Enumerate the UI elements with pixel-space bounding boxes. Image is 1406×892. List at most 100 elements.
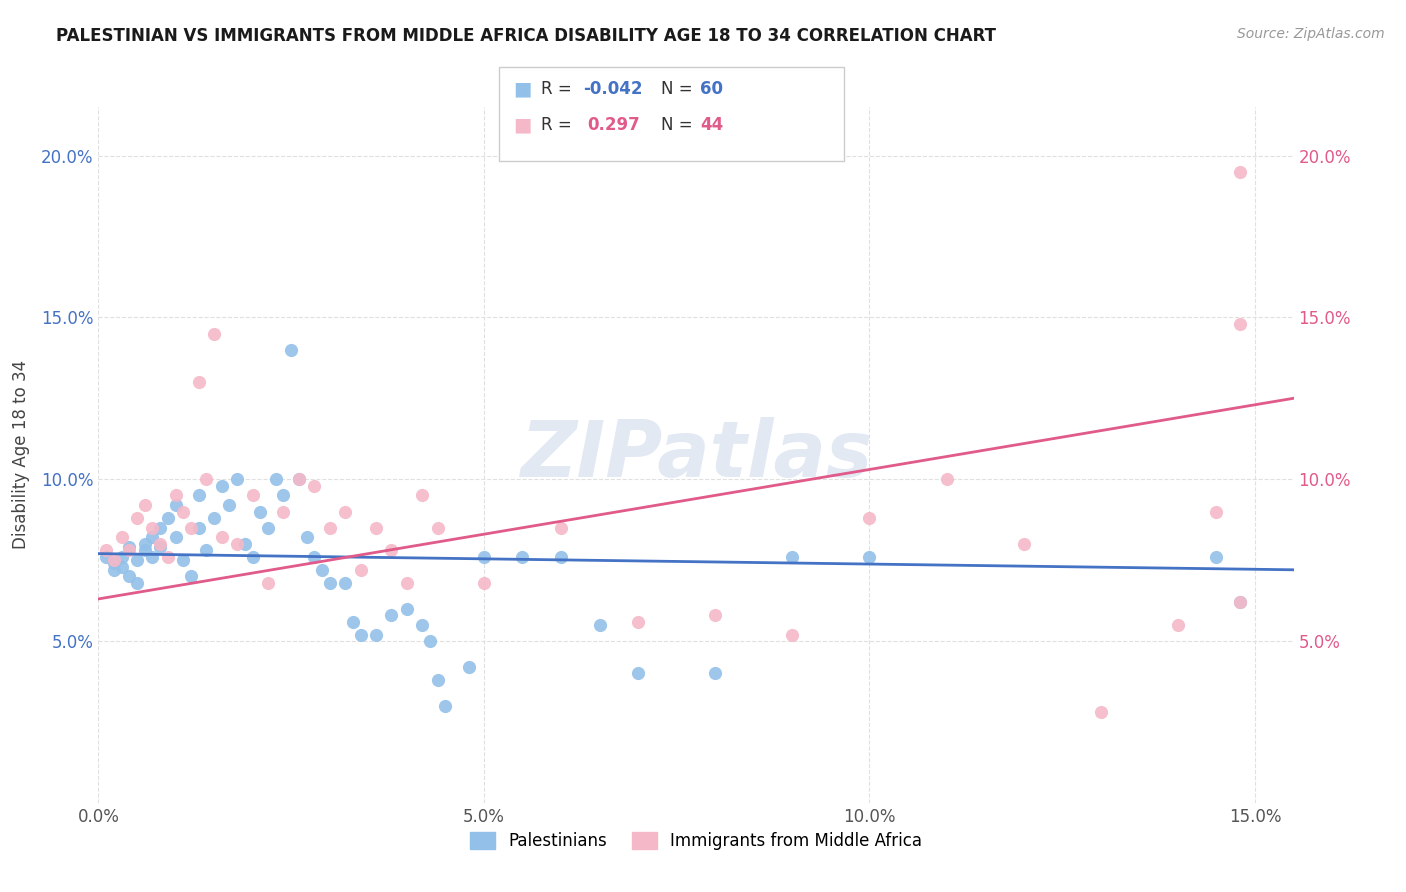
Point bbox=[125, 553, 148, 567]
Point bbox=[704, 666, 727, 681]
Text: 60: 60 bbox=[700, 80, 723, 98]
Point bbox=[588, 617, 610, 632]
Point bbox=[110, 559, 132, 574]
Text: R =: R = bbox=[541, 116, 578, 134]
Point bbox=[364, 521, 387, 535]
Point bbox=[380, 543, 402, 558]
Point bbox=[1229, 595, 1251, 609]
Point bbox=[156, 511, 179, 525]
Point bbox=[1229, 165, 1251, 179]
Point bbox=[125, 511, 148, 525]
Point bbox=[1012, 537, 1035, 551]
Point bbox=[103, 553, 125, 567]
Point bbox=[319, 521, 342, 535]
Point bbox=[782, 549, 804, 564]
Point bbox=[704, 608, 727, 623]
Point bbox=[627, 615, 650, 629]
Point bbox=[380, 608, 402, 623]
Point bbox=[134, 537, 156, 551]
Point bbox=[364, 627, 387, 641]
Point bbox=[110, 531, 132, 545]
Point bbox=[319, 575, 342, 590]
Text: N =: N = bbox=[661, 80, 697, 98]
Point bbox=[434, 698, 457, 713]
Point bbox=[264, 472, 287, 486]
Point bbox=[125, 575, 148, 590]
Point bbox=[395, 575, 418, 590]
Point bbox=[110, 549, 132, 564]
Point bbox=[457, 660, 479, 674]
Point bbox=[304, 478, 326, 492]
Point bbox=[134, 543, 156, 558]
Point bbox=[288, 472, 311, 486]
Point bbox=[165, 498, 187, 512]
Point bbox=[149, 537, 172, 551]
Point bbox=[187, 488, 209, 502]
Point bbox=[280, 343, 302, 357]
Point bbox=[195, 543, 218, 558]
Point bbox=[342, 615, 364, 629]
Point bbox=[550, 549, 572, 564]
Point bbox=[935, 472, 957, 486]
Point bbox=[149, 521, 172, 535]
Point bbox=[472, 575, 495, 590]
Point bbox=[419, 634, 441, 648]
Point bbox=[202, 511, 225, 525]
Text: 44: 44 bbox=[700, 116, 724, 134]
Point bbox=[249, 504, 271, 518]
Point bbox=[411, 617, 433, 632]
Point bbox=[333, 504, 356, 518]
Point bbox=[411, 488, 433, 502]
Point bbox=[180, 521, 202, 535]
Point bbox=[211, 478, 233, 492]
Point bbox=[349, 627, 371, 641]
Point bbox=[512, 549, 534, 564]
Point bbox=[94, 543, 117, 558]
Point bbox=[1167, 617, 1189, 632]
Text: R =: R = bbox=[541, 80, 578, 98]
Point bbox=[782, 627, 804, 641]
Point bbox=[165, 531, 187, 545]
Point bbox=[118, 569, 141, 583]
Point bbox=[172, 553, 194, 567]
Point bbox=[472, 549, 495, 564]
Point bbox=[118, 540, 141, 554]
Point bbox=[288, 472, 311, 486]
Point bbox=[141, 531, 163, 545]
Point bbox=[1229, 317, 1251, 331]
Point bbox=[257, 521, 280, 535]
Point bbox=[1205, 549, 1227, 564]
Point bbox=[211, 531, 233, 545]
Y-axis label: Disability Age 18 to 34: Disability Age 18 to 34 bbox=[11, 360, 30, 549]
Point bbox=[233, 537, 256, 551]
Point bbox=[333, 575, 356, 590]
Point bbox=[273, 504, 295, 518]
Point bbox=[1090, 705, 1112, 719]
Point bbox=[349, 563, 371, 577]
Point bbox=[165, 488, 187, 502]
Text: -0.042: -0.042 bbox=[583, 80, 643, 98]
Point bbox=[627, 666, 650, 681]
Point bbox=[311, 563, 333, 577]
Point bbox=[1205, 504, 1227, 518]
Point bbox=[103, 557, 125, 571]
Point bbox=[218, 498, 240, 512]
Point bbox=[141, 549, 163, 564]
Point bbox=[242, 488, 264, 502]
Point bbox=[195, 472, 218, 486]
Point bbox=[858, 511, 880, 525]
Point bbox=[273, 488, 295, 502]
Point bbox=[118, 543, 141, 558]
Point bbox=[395, 601, 418, 615]
Point bbox=[226, 472, 249, 486]
Point bbox=[187, 375, 209, 389]
Point bbox=[187, 521, 209, 535]
Point bbox=[426, 673, 449, 687]
Point bbox=[426, 521, 449, 535]
Text: ■: ■ bbox=[513, 79, 531, 99]
Point bbox=[156, 549, 179, 564]
Text: ■: ■ bbox=[513, 115, 531, 135]
Point bbox=[1229, 595, 1251, 609]
Point bbox=[202, 326, 225, 341]
Point bbox=[180, 569, 202, 583]
